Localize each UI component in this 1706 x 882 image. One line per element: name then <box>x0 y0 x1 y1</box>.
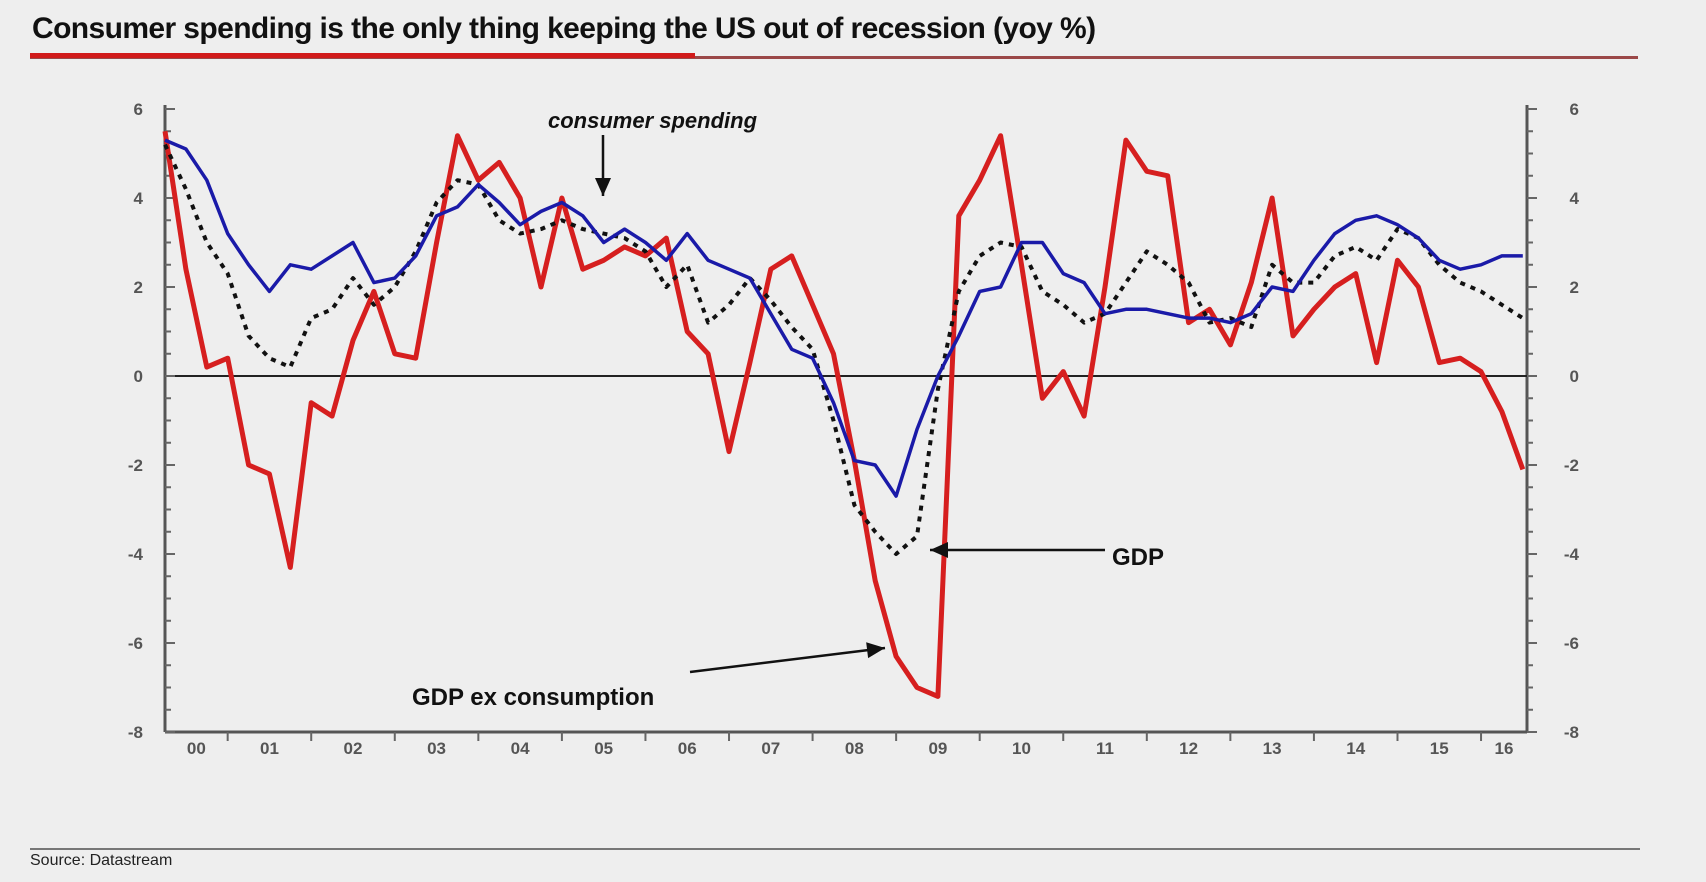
right-y-tick-label: 2 <box>1570 278 1579 297</box>
left-y-tick-label: 4 <box>134 189 144 208</box>
source-note: Source: Datastream <box>30 852 173 869</box>
series-gdp-ex-consumption <box>162 130 1526 699</box>
x-tick-label: 05 <box>594 739 613 758</box>
source-rule <box>30 848 1640 850</box>
annotation-gdp-ex-consumption: GDP ex consumption <box>412 684 654 711</box>
left-y-tick-label: -8 <box>128 723 143 742</box>
annotations-layer: consumer spending GDP GDP ex consumption <box>412 108 1164 711</box>
x-tick-label: 04 <box>511 739 530 758</box>
right-y-tick-label: 4 <box>1570 189 1580 208</box>
x-tick-label: 06 <box>678 739 697 758</box>
left-y-tick-label: -4 <box>128 545 144 564</box>
x-tick-label: 01 <box>260 739 279 758</box>
arrow-consumer-spending-head <box>595 178 611 196</box>
x-tick-label: 08 <box>845 739 864 758</box>
x-tick-label: 13 <box>1263 739 1282 758</box>
x-tick-label: 07 <box>761 739 780 758</box>
left-y-tick-label: 6 <box>134 100 143 119</box>
series-gdp <box>163 143 1524 556</box>
right-y-tick-label: -2 <box>1564 456 1579 475</box>
right-y-tick-label: 6 <box>1570 100 1579 119</box>
x-tick-label: 15 <box>1430 739 1449 758</box>
axes: 6 64 42 20 0-2 -2-4 -4-6 -6-8 -800 01 02 03 04 05 06 07… <box>128 100 1580 758</box>
title-rule <box>30 56 1638 59</box>
x-tick-label: 09 <box>928 739 947 758</box>
right-y-tick-label: -8 <box>1564 723 1579 742</box>
x-tick-label: 10 <box>1012 739 1031 758</box>
chart-title: Consumer spending is the only thing keep… <box>32 12 1096 45</box>
x-tick-label: 14 <box>1346 739 1365 758</box>
x-tick-label: 11 <box>1096 739 1114 758</box>
arrow-gdp-ex-consumption <box>689 646 886 674</box>
right-y-tick-label: -6 <box>1564 634 1579 653</box>
annotation-consumer-spending: consumer spending <box>548 108 758 133</box>
left-y-tick-label: -2 <box>128 456 143 475</box>
x-tick-label: 00 <box>187 739 206 758</box>
series-consumer-spending <box>164 138 1523 498</box>
left-y-tick-label: -6 <box>128 634 143 653</box>
right-y-tick-label: 0 <box>1570 367 1579 386</box>
right-y-tick-label: -4 <box>1564 545 1580 564</box>
arrow-gdp-ex-consumption-head <box>866 642 885 659</box>
left-y-tick-label: 0 <box>134 367 143 386</box>
x-tick-label: 02 <box>344 739 363 758</box>
series-layer <box>162 130 1526 699</box>
annotation-gdp: GDP <box>1112 544 1164 571</box>
x-tick-label: 12 <box>1179 739 1198 758</box>
x-tick-label: 16 <box>1495 739 1514 758</box>
x-tick-label: 03 <box>427 739 446 758</box>
arrow-gdp-head <box>930 542 948 558</box>
title-rule-accent <box>30 53 695 58</box>
left-y-tick-label: 2 <box>134 278 143 297</box>
